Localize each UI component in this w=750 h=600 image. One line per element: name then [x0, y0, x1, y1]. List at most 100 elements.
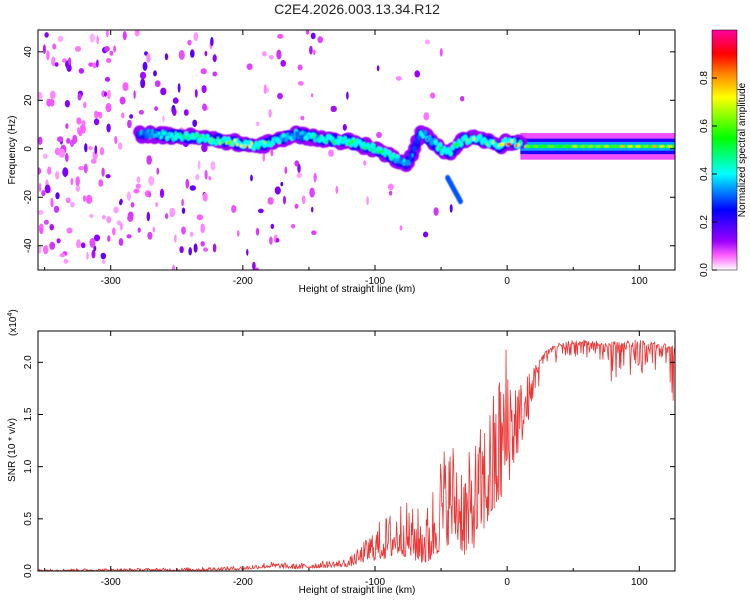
- spectrogram-noise-blob: [283, 195, 286, 205]
- snr-x-axis-label: Height of straight line (km): [299, 585, 416, 596]
- colorbar-scale: [711, 29, 738, 271]
- spectrogram-ridge-blob: [539, 145, 546, 148]
- spectrogram-noise-blob: [202, 192, 208, 202]
- spectrogram-noise-blob: [275, 238, 280, 243]
- spectrogram-ridge-blob: [350, 140, 353, 144]
- spectrogram-y-tick-label: -20: [23, 190, 34, 205]
- spectrogram-ridge-blob: [433, 139, 438, 146]
- spectrogram-ridge-blob: [666, 145, 673, 148]
- spectrogram-ridge-blob: [517, 142, 520, 147]
- spectrogram-noise-blob: [154, 106, 159, 111]
- spectrogram-ridge-blob: [491, 140, 495, 144]
- spectrogram-noise-blob: [42, 153, 48, 159]
- spectrogram-noise-blob: [276, 49, 282, 60]
- spectrogram-ridge-blob: [603, 145, 610, 148]
- spectrogram-noise-blob: [181, 198, 184, 207]
- colorbar-ticks: 0.0 0.2 0.4 0.6 0.8: [699, 71, 717, 277]
- spectrogram-y-tick-label: 0: [23, 146, 34, 152]
- spectrogram-noise-blob: [159, 188, 165, 198]
- spectrogram-ridge-blob: [412, 146, 417, 152]
- spectrogram-noise-blob: [119, 198, 123, 205]
- spectrogram-noise-blob: [70, 177, 74, 186]
- spectrogram-noise-blob: [49, 224, 54, 231]
- spectrogram-noise-blob: [313, 172, 317, 183]
- spectrogram-noise-blob: [42, 44, 46, 55]
- spectrogram-noise-blob: [135, 183, 141, 189]
- spectrogram-noise-blob: [66, 227, 73, 234]
- spectrogram-noise-blob: [312, 49, 316, 56]
- spectrogram-noise-blob: [93, 118, 100, 126]
- spectrogram-ridge-blob: [210, 137, 213, 141]
- spectrogram-noise-blob: [126, 234, 132, 239]
- colorbar-label: Normalized spectral amplitude: [737, 82, 748, 217]
- spectrogram-noise-blob: [38, 138, 42, 146]
- spectrogram-noise-blob: [192, 119, 198, 128]
- spectrogram-noise-blob: [185, 178, 190, 189]
- spectrogram-noise-blob: [296, 172, 303, 178]
- spectrogram-noise-blob: [297, 163, 301, 173]
- spectrogram-noise-blob: [130, 202, 135, 208]
- spectrogram-noise-blob: [59, 253, 66, 258]
- spectrogram-noise-blob: [127, 119, 132, 129]
- snr-x-tick-label: 0: [504, 577, 510, 588]
- spectrogram-ridge-blob: [463, 134, 468, 141]
- spectrogram-ridge-blob: [485, 142, 488, 146]
- spectrogram-noise-blob: [268, 55, 274, 60]
- spectrogram-noise-blob: [277, 92, 283, 100]
- spectrogram-ridge-blob: [371, 149, 374, 153]
- spectrogram-ridge-blob: [155, 131, 158, 135]
- spectrogram-ridge-blob: [290, 133, 294, 137]
- spectrogram-noise-blob: [44, 184, 51, 194]
- spectrogram-y-axis-label: Frequency (Hz): [7, 116, 18, 185]
- spectrogram-noise-blob: [107, 89, 111, 100]
- spectrogram-noise-blob: [58, 148, 66, 158]
- spectrogram-noise-blob: [268, 109, 272, 118]
- spectrogram-noise-blob: [55, 171, 60, 180]
- spectrogram-noise-blob: [169, 207, 176, 218]
- spectrogram-noise-blob: [263, 84, 267, 94]
- snr-y-axis-label: SNR (10 * v/v): [7, 418, 18, 482]
- snr-panel: -300 -200 -100 0 100 0.0 0.5 1.0 1.5 2.0 Height …: [7, 309, 676, 596]
- spectrogram-x-tick-label: -200: [233, 276, 253, 287]
- spectrogram-ridge-blob: [364, 146, 368, 150]
- spectrogram-noise-blob: [189, 185, 196, 191]
- colorbar-tick-label: 0.4: [699, 167, 710, 181]
- spectrogram-ridge-blob: [360, 145, 363, 149]
- spectrogram-noise-blob: [399, 225, 403, 231]
- spectrogram-noise-blob: [291, 223, 296, 229]
- spectrogram-ridge-blob: [178, 132, 182, 137]
- spectrogram-noise-blob: [212, 71, 218, 77]
- spectrogram-ridge-blob: [341, 138, 344, 142]
- spectrogram-ridge-blob: [455, 142, 459, 147]
- spectrogram-noise-blob: [270, 149, 274, 157]
- snr-y-tick-label: 2.0: [23, 355, 34, 369]
- spectrogram-noise-blob: [388, 190, 393, 196]
- spectrogram-noise-blob: [189, 231, 194, 237]
- spectrogram-noise-blob: [280, 181, 284, 187]
- spectrogram-noise-blob: [148, 175, 155, 186]
- spectrogram-noise-blob: [120, 222, 123, 231]
- spectrogram-noise-blob: [89, 214, 94, 218]
- spectrogram-noise-blob: [294, 203, 299, 209]
- spectrogram-noise-blob: [84, 143, 88, 153]
- spectrogram-ridge-blob: [627, 145, 634, 148]
- spectrogram-ridge-blob: [225, 141, 228, 145]
- spectrogram-ridge-blob: [579, 145, 586, 148]
- spectrogram-ridge-blob: [324, 139, 327, 144]
- spectrogram-ridge-blob: [524, 145, 530, 148]
- spectrogram-ridge-blob: [531, 145, 538, 148]
- spectrogram-ridge-blob: [472, 136, 476, 141]
- spectrogram-noise-blob: [183, 109, 189, 116]
- spectrogram-noise-blob: [147, 231, 153, 240]
- colorbar-tick-label: 0.8: [699, 71, 710, 85]
- spectrogram-noise-blob: [208, 176, 212, 181]
- spectrogram-noise-blob: [78, 68, 85, 74]
- spectrogram-noise-blob: [395, 76, 402, 81]
- spectrogram-ridge-blob: [251, 145, 257, 151]
- spectrogram-noise-blob: [210, 161, 216, 171]
- snr-y-tick-label: 0.5: [23, 511, 34, 525]
- spectrogram-noise-blob: [262, 152, 266, 162]
- spectrogram-frame: [37, 29, 676, 271]
- spectrogram-ridge-blob: [396, 158, 399, 162]
- spectrogram-ridge-blob: [394, 154, 397, 158]
